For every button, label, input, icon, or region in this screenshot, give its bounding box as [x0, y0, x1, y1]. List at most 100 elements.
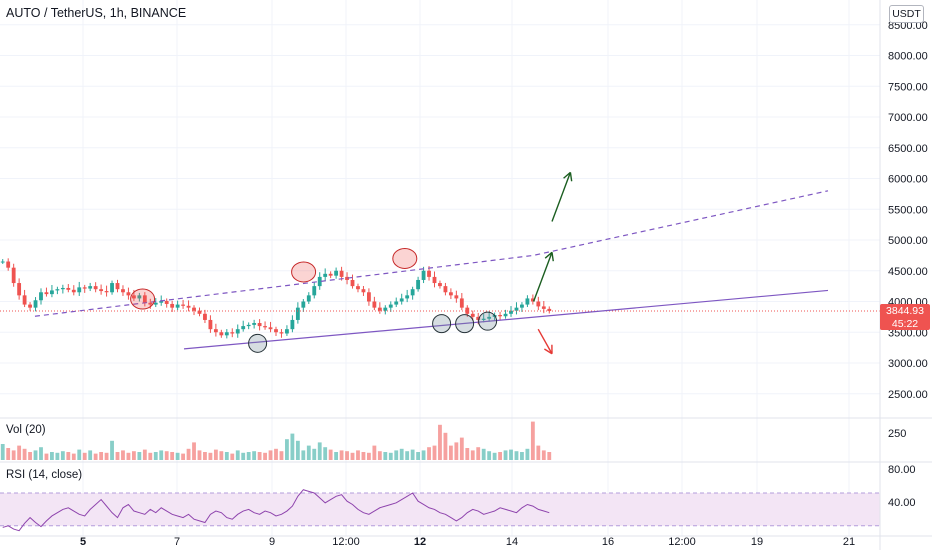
- volume-bar: [0, 444, 5, 460]
- volume-bar: [427, 447, 431, 460]
- volume-bar: [334, 452, 339, 460]
- candle-body: [377, 307, 382, 311]
- arrow-head: [544, 348, 553, 355]
- candle-body: [17, 283, 22, 296]
- candle-body: [11, 267, 16, 284]
- volume-bar: [487, 451, 492, 460]
- volume-bar: [410, 449, 415, 460]
- volume-bar: [224, 452, 229, 460]
- volume-bar: [421, 450, 426, 460]
- candle-body: [306, 295, 311, 302]
- volume-bar: [377, 451, 382, 460]
- candle-body: [459, 298, 464, 308]
- arrow-head: [544, 251, 553, 259]
- candle-body: [476, 316, 481, 320]
- candle-body: [454, 295, 459, 299]
- arrow-head: [551, 252, 554, 262]
- price-tick-label: 7500.00: [888, 81, 928, 93]
- price-tick-label: 3500.00: [888, 327, 928, 339]
- time-tick-label: 5: [80, 536, 86, 548]
- volume-bar: [82, 452, 87, 460]
- candle-body: [487, 316, 492, 319]
- volume-pane-label[interactable]: Vol (20): [6, 424, 46, 436]
- candle-body: [131, 295, 136, 299]
- bullish-arrow: [551, 172, 572, 222]
- volume-bar: [110, 440, 114, 460]
- grid-lines: [0, 0, 880, 536]
- candle-body: [547, 308, 552, 312]
- volume-bar: [104, 452, 109, 460]
- volume-bar: [443, 432, 448, 460]
- candle-body: [470, 313, 475, 317]
- volume-bar: [448, 445, 453, 460]
- candle-body: [388, 304, 393, 308]
- time-tick-label: 7: [174, 536, 180, 548]
- volume-bar: [399, 448, 404, 460]
- last-price-tag: 3844.93 45:22: [880, 304, 930, 330]
- rsi-pane-label[interactable]: RSI (14, close): [6, 469, 83, 481]
- bearish-arrow: [537, 328, 553, 355]
- candle-body: [328, 273, 333, 276]
- volume-bar: [547, 452, 552, 460]
- candle-body: [295, 307, 300, 320]
- trendline-drawings[interactable]: [34, 171, 829, 355]
- volume-bar: [514, 451, 519, 460]
- candle-body: [312, 286, 317, 296]
- volume-bar: [71, 453, 76, 460]
- candle-body: [33, 300, 38, 308]
- candle-body: [208, 319, 213, 330]
- price-tick-label: 7000.00: [888, 112, 928, 124]
- candle-body: [503, 313, 508, 317]
- volume-bar: [39, 447, 43, 460]
- volume-bar: [432, 445, 437, 460]
- price-axis[interactable]: 8500.008000.007500.007000.006500.006000.…: [888, 20, 928, 509]
- candle-body: [71, 289, 76, 293]
- volume-bar: [164, 451, 169, 460]
- candle-body: [230, 332, 235, 334]
- time-tick-label: 12:00: [668, 536, 696, 548]
- candle-body: [159, 300, 164, 303]
- candle-body: [514, 307, 519, 311]
- volume-bar: [530, 421, 535, 460]
- volume-bar: [203, 452, 207, 460]
- volume-bar: [33, 450, 38, 460]
- volume-bar: [339, 450, 344, 460]
- candle-body: [427, 270, 431, 277]
- rsi-band: [0, 493, 880, 526]
- candle-body: [416, 279, 421, 290]
- candle-body: [525, 298, 530, 305]
- candle-body: [350, 279, 355, 287]
- support-touch-circle: [432, 314, 452, 334]
- volume-bar: [268, 450, 273, 460]
- volume-bar: [383, 452, 388, 460]
- candle-body: [186, 305, 191, 308]
- time-axis[interactable]: 5 7 9 12:00 12 14 16 12:00 19 21: [80, 536, 855, 548]
- volume-bar: [17, 445, 22, 460]
- candle-body: [356, 286, 360, 290]
- volume-bar: [197, 450, 202, 460]
- volume-bar: [328, 449, 333, 460]
- candle-body: [301, 301, 306, 308]
- candle-body: [60, 287, 65, 290]
- currency-badge[interactable]: USDT: [889, 5, 924, 23]
- volume-bar: [99, 452, 104, 460]
- arrow-head: [563, 171, 571, 179]
- volume-bar: [345, 451, 349, 460]
- candle-body: [410, 289, 415, 296]
- candle-body: [263, 326, 267, 328]
- candle-body: [6, 261, 11, 268]
- volume-bar: [213, 449, 218, 460]
- support-touch-circle: [248, 333, 268, 353]
- volume-bar: [6, 448, 11, 460]
- volume-bar: [153, 452, 158, 460]
- candle-body: [66, 287, 71, 290]
- candle-body: [536, 301, 541, 307]
- candle-body: [126, 292, 131, 296]
- volume-bar: [388, 452, 393, 460]
- candle-body: [530, 298, 535, 302]
- volume-bar: [257, 452, 262, 460]
- volume-bar: [192, 442, 196, 460]
- bar-countdown: 45:22: [891, 317, 919, 330]
- volume-bar: [263, 452, 267, 460]
